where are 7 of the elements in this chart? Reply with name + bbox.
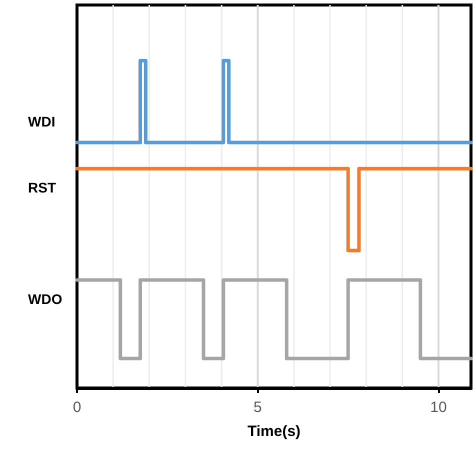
series-label: WDO xyxy=(28,290,62,307)
x-axis-title: Time(s) xyxy=(247,423,301,440)
series-label: RST xyxy=(28,180,56,196)
x-tick-label: 5 xyxy=(254,399,262,416)
series-label: WDI xyxy=(28,113,56,130)
x-tick-label: 10 xyxy=(430,399,447,416)
x-tick-label: 0 xyxy=(72,399,82,416)
